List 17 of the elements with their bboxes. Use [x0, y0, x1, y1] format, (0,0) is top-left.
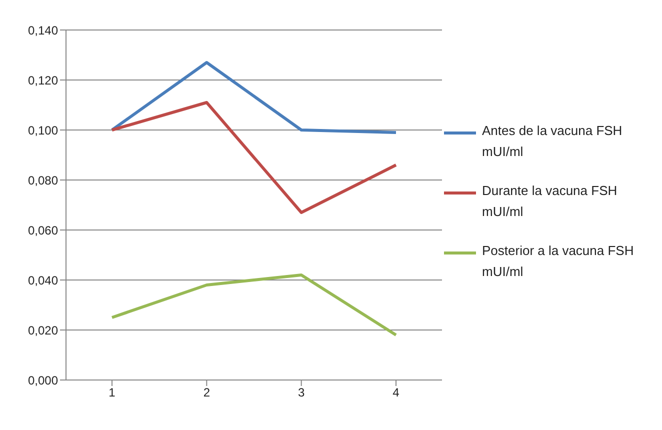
x-tick-label: 4	[392, 386, 400, 400]
y-tick-label: 0,080	[28, 173, 58, 188]
y-tick-label: 0,000	[28, 373, 58, 388]
y-tick-label: 0,060	[28, 223, 58, 238]
y-tick-label: 0,040	[28, 273, 58, 288]
y-tick-label: 0,020	[28, 323, 58, 338]
y-tick-label: 0,100	[28, 123, 58, 138]
line-series	[110, 274, 398, 336]
x-tick-label: 1	[108, 386, 116, 400]
y-tick-label: 0,140	[28, 23, 58, 38]
legend-label: Posterior a la vacuna FSH mUI/ml	[482, 242, 635, 281]
legend-label: Durante la vacuna FSH mUI/ml	[482, 182, 618, 221]
x-tick-label: 2	[203, 386, 210, 400]
line-series	[110, 101, 398, 214]
x-tick-label: 3	[298, 386, 305, 400]
y-tick-label: 0,120	[28, 73, 58, 88]
legend-label: Antes de la vacuna FSH mUI/ml	[482, 122, 624, 161]
